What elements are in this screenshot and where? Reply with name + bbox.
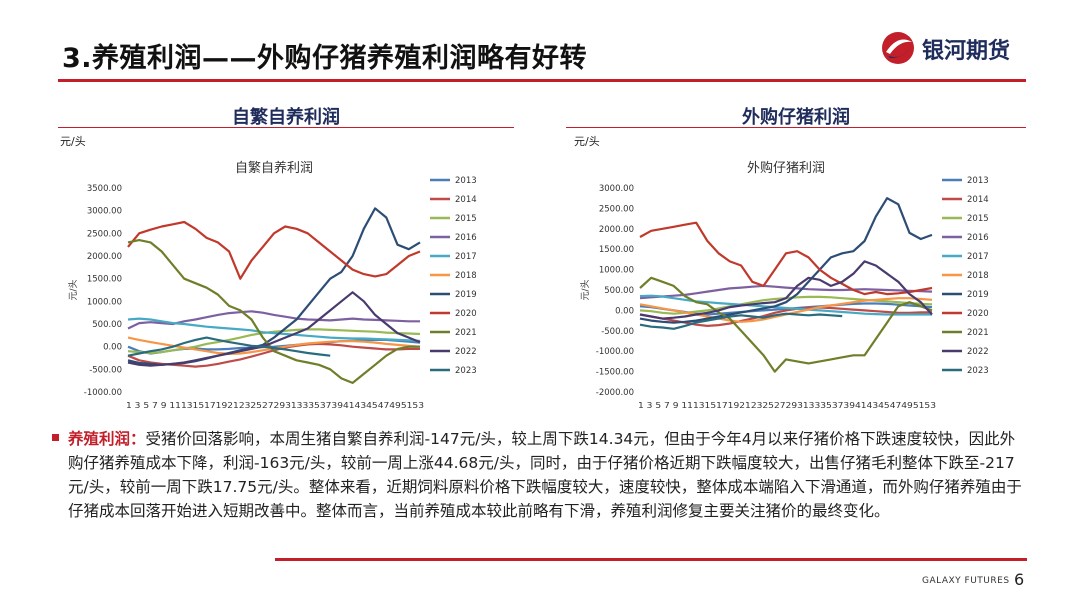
legend-label-2023: 2023: [455, 366, 477, 376]
footer-divider: [275, 558, 1027, 561]
legend-label-2017: 2017: [967, 252, 989, 262]
y-tick-label: 2000.00: [87, 252, 122, 262]
y-tick-label: 1500.00: [599, 245, 634, 255]
series-line-2023: [127, 336, 331, 357]
legend-label-2015: 2015: [967, 214, 989, 224]
legend-label-2022: 2022: [455, 347, 477, 357]
unit-label-right: 元/头: [574, 135, 600, 148]
series-line-2016: [127, 310, 420, 330]
series-line-2020: [639, 221, 933, 296]
analysis-text: 受猪价回落影响，本周生猪自繁自养利润-147元/头，较上周下跌14.34元，但由…: [68, 430, 1022, 520]
title-divider: [58, 79, 1026, 82]
y-tick-label: 2500.00: [87, 229, 122, 239]
y-tick-label: 500.00: [604, 286, 634, 296]
analysis-paragraph: 养殖利润：受猪价回落影响，本周生猪自繁自养利润-147元/头，较上周下跌14.3…: [68, 427, 1028, 523]
y-tick-label: 0.00: [615, 306, 634, 316]
y-tick-label: -1000.00: [84, 388, 122, 398]
y-tick-label: -500.00: [89, 365, 122, 375]
legend-label-2022: 2022: [967, 347, 989, 357]
y-tick-label: -1000.00: [596, 347, 634, 357]
x-tick-labels: 1 3 5 7 9 111315171921232527293133353739…: [126, 401, 424, 410]
series-line-2021: [639, 276, 933, 373]
chart-piglet-profit: 外购仔猪利润 3000.00 2500.00 2000.00 1500.00 1000.0…: [580, 160, 989, 410]
y-axis-label: 元/头: [68, 279, 79, 300]
legend-label-2020: 2020: [967, 309, 989, 319]
y-tick-label: 0.00: [103, 343, 122, 353]
series-line-2020: [127, 220, 421, 280]
y-tick-label: 1000.00: [599, 266, 634, 276]
unit-label-left: 元/头: [60, 135, 86, 148]
legend-label-2023: 2023: [967, 366, 989, 376]
page-title: 3.养殖利润——外购仔猪养殖利润略有好转: [62, 43, 588, 74]
series-line-2015: [127, 328, 421, 355]
legend-label-2021: 2021: [455, 328, 477, 338]
y-tick-label: 3000.00: [599, 184, 634, 194]
panel-divider-left: [58, 127, 514, 128]
y-tick-label: -500.00: [601, 327, 634, 337]
legend-label-2019: 2019: [455, 290, 477, 300]
panel-divider-right: [566, 127, 1026, 128]
legend-label-2021: 2021: [967, 328, 989, 338]
series-line-2014: [639, 306, 932, 327]
legend-label-2014: 2014: [967, 195, 989, 205]
analysis-label: 养殖利润：: [68, 430, 146, 448]
legend-label-2020: 2020: [455, 309, 477, 319]
logo-text: 银河期货: [922, 39, 1011, 64]
chart-title: 自繁自养利润: [235, 160, 313, 176]
legend-label-2013: 2013: [967, 176, 989, 186]
chart-title: 外购仔猪利润: [747, 160, 825, 176]
series-line-2017: [639, 294, 932, 316]
page-number: 6: [1014, 570, 1025, 589]
y-tick-label: 3000.00: [87, 207, 122, 217]
y-axis-label: 元/头: [580, 279, 591, 300]
legend-label-2016: 2016: [967, 233, 989, 243]
bullet-marker: [52, 434, 59, 441]
y-tick-label: -1500.00: [596, 368, 634, 378]
legend-label-2015: 2015: [455, 214, 477, 224]
legend-label-2014: 2014: [455, 195, 477, 205]
panel-title-right: 外购仔猪利润: [742, 107, 850, 128]
y-tick-label: 2500.00: [599, 204, 634, 214]
y-tick-label: 1500.00: [87, 275, 122, 285]
x-tick-labels: 1 3 5 7 9 111315171921232527293133353739…: [638, 401, 936, 410]
series-line-2016: [639, 284, 933, 300]
y-tick-label: 3500.00: [87, 184, 122, 194]
footer-brand: GALAXY FUTURES: [922, 576, 1010, 586]
legend-label-2013: 2013: [455, 176, 477, 186]
legend-label-2016: 2016: [455, 233, 477, 243]
series-line-2021: [127, 239, 420, 384]
legend-label-2019: 2019: [967, 290, 989, 300]
galaxy-logo-icon: [882, 32, 914, 64]
series-line-2022: [127, 291, 421, 367]
y-tick-label: 1000.00: [87, 297, 122, 307]
y-tick-label: 500.00: [92, 320, 122, 330]
series-line-2019: [639, 197, 933, 324]
chart-breeding-profit: 自繁自养利润 3500.00 3000.00 2500.00 2000.00 1500.0…: [68, 160, 477, 410]
legend-label-2018: 2018: [455, 271, 477, 281]
y-tick-label: -2000.00: [596, 388, 634, 398]
panel-title-left: 自繁自养利润: [232, 107, 340, 128]
series-line-2022: [639, 260, 933, 320]
legend-label-2017: 2017: [455, 252, 477, 262]
series-line-2017: [127, 317, 421, 342]
series-line-2023: [639, 312, 843, 330]
y-tick-label: 2000.00: [599, 225, 634, 235]
legend-label-2018: 2018: [967, 271, 989, 281]
